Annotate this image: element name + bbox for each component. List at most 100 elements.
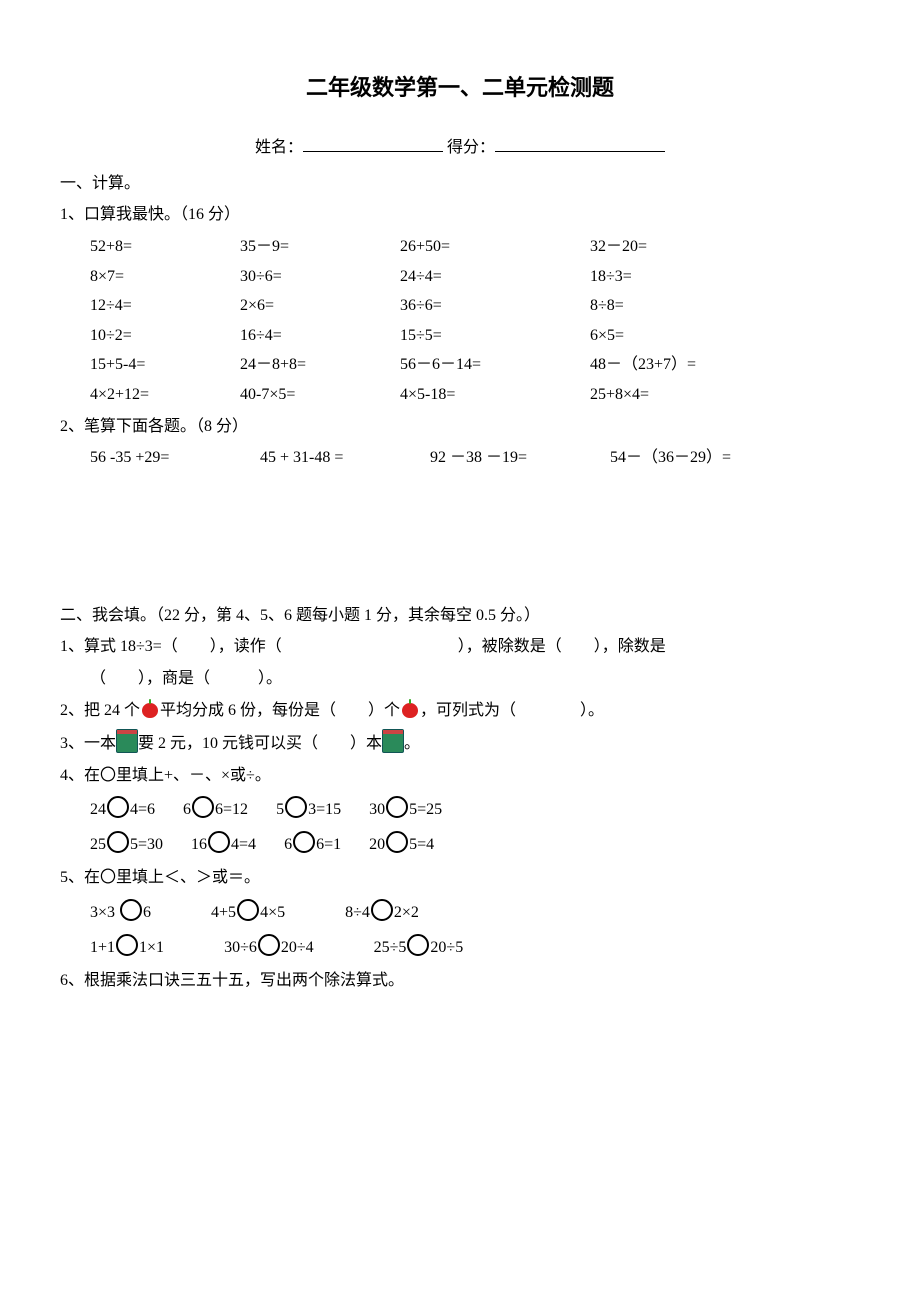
operand-left: 24	[90, 801, 106, 818]
circle-blank[interactable]	[258, 934, 280, 956]
notebook-icon	[382, 729, 404, 753]
calc-cell: 30÷6=	[240, 264, 400, 290]
s2-q2-b: 平均分成 6 份，每份是（ ）个	[160, 702, 400, 719]
score-blank[interactable]	[495, 135, 665, 152]
expr-left: 1+1	[90, 939, 115, 956]
operand-left: 5	[276, 801, 284, 818]
calc-row: 4×2+12=40-7×5=4×5-18=25+8×4=	[60, 382, 860, 408]
s2-q3-b: 要 2 元，10 元钱可以买（ ）本	[138, 735, 382, 752]
notebook-icon	[116, 729, 138, 753]
s2-q6: 6、根据乘法口诀三五十五，写出两个除法算式。	[60, 968, 860, 994]
calc-cell: 10÷2=	[90, 323, 240, 349]
expr-right: 20÷4	[281, 939, 314, 956]
circle-blank[interactable]	[237, 899, 259, 921]
circle-blank[interactable]	[107, 796, 129, 818]
calc-cell: 54－（36－29）=	[610, 445, 790, 471]
calc-cell: 25+8×4=	[590, 382, 770, 408]
calc-cell: 18÷3=	[590, 264, 770, 290]
s2-q2-a: 2、把 24 个	[60, 702, 140, 719]
circle-blank[interactable]	[386, 796, 408, 818]
circle-blank[interactable]	[116, 934, 138, 956]
s2-q2: 2、把 24 个 平均分成 6 份，每份是（ ）个 ，可列式为（ ）。	[60, 698, 860, 724]
calc-cell: 2×6=	[240, 293, 400, 319]
operator-item: 20 5=4	[369, 831, 434, 858]
compare-item: 4+54×5	[211, 899, 285, 926]
operator-item: 24 4=6	[90, 796, 155, 823]
calc-row: 52+8=35－9=26+50=32－20=	[60, 234, 860, 260]
calc-row: 56 -35 +29=45 + 31-48 =92 －38 －19=54－（36…	[60, 445, 860, 471]
score-label: 得分：	[447, 139, 495, 156]
s2-q1-line1: 1、算式 18÷3=（ ），读作（ ），被除数是（ ），除数是	[60, 634, 860, 660]
operand-left: 20	[369, 836, 385, 853]
circle-blank[interactable]	[407, 934, 429, 956]
expr-left: 3×3	[90, 904, 119, 921]
name-label: 姓名：	[255, 139, 303, 156]
calc-cell: 36÷6=	[400, 293, 590, 319]
expr-left: 25÷5	[374, 939, 407, 956]
calc-cell: 92 －38 －19=	[430, 445, 610, 471]
calc-row: 15+5-4=24－8+8=56－6－14=48－（23+7）=	[60, 352, 860, 378]
operand-right: 5=30	[130, 836, 163, 853]
operator-item: 25 5=30	[90, 831, 163, 858]
s2-q4-label: 4、在〇里填上+、－、×或÷。	[60, 763, 860, 789]
compare-item: 30÷6 20÷4	[224, 934, 314, 961]
s1-q1-label: 1、口算我最快。（16 分）	[60, 202, 860, 228]
circle-blank[interactable]	[293, 831, 315, 853]
s1-q2-label: 2、笔算下面各题。（8 分）	[60, 414, 860, 440]
section-2: 二、我会填。（22 分，第 4、5、6 题每小题 1 分，其余每空 0.5 分。…	[60, 603, 860, 994]
expr-left: 30÷6	[224, 939, 257, 956]
expr-left: 8÷4	[345, 904, 370, 921]
compare-row: 3×3 6 4+54×5 8÷4 2×2	[60, 899, 860, 926]
calc-cell: 56 -35 +29=	[90, 445, 260, 471]
operator-item: 53=15	[276, 796, 341, 823]
s2-q3-c: 。	[404, 735, 420, 752]
calc-cell: 24－8+8=	[240, 352, 400, 378]
calc-cell: 16÷4=	[240, 323, 400, 349]
operand-left: 16	[191, 836, 207, 853]
calc-cell: 8×7=	[90, 264, 240, 290]
circle-blank[interactable]	[120, 899, 142, 921]
compare-row: 1+11×1 30÷6 20÷4 25÷520÷5	[60, 934, 860, 961]
compare-item: 25÷520÷5	[374, 934, 464, 961]
operand-right: 5=25	[409, 801, 442, 818]
circle-blank[interactable]	[386, 831, 408, 853]
calc-cell: 24÷4=	[400, 264, 590, 290]
page-title: 二年级数学第一、二单元检测题	[60, 70, 860, 105]
expr-right: 6	[143, 904, 151, 921]
s2-q5-label: 5、在〇里填上＜、＞或＝。	[60, 865, 860, 891]
operator-row: 24 4=6 6 6=12 53=15 30 5=25	[60, 796, 860, 823]
circle-blank[interactable]	[192, 796, 214, 818]
operand-left: 6	[183, 801, 191, 818]
operator-item: 164=4	[191, 831, 256, 858]
operand-right: 6=1	[316, 836, 341, 853]
circle-blank[interactable]	[371, 899, 393, 921]
section-2-heading: 二、我会填。（22 分，第 4、5、6 题每小题 1 分，其余每空 0.5 分。…	[60, 603, 860, 629]
calc-cell: 15+5-4=	[90, 352, 240, 378]
s2-q3: 3、一本要 2 元，10 元钱可以买（ ）本。	[60, 729, 860, 757]
calc-cell: 56－6－14=	[400, 352, 590, 378]
calc-cell: 35－9=	[240, 234, 400, 260]
operand-left: 25	[90, 836, 106, 853]
calc-cell: 4×2+12=	[90, 382, 240, 408]
operator-row: 255=30164=466=1205=4	[60, 831, 860, 858]
calc-cell: 8÷8=	[590, 293, 770, 319]
operator-item: 6 6=12	[183, 796, 248, 823]
s2-q2-c: ，可列式为（ ）。	[420, 702, 604, 719]
operand-left: 30	[369, 801, 385, 818]
operand-right: 6=12	[215, 801, 248, 818]
compare-item: 1+11×1	[90, 934, 164, 961]
name-blank[interactable]	[303, 135, 443, 152]
info-line: 姓名： 得分：	[60, 135, 860, 161]
expr-right: 2×2	[394, 904, 419, 921]
operand-right: 5=4	[409, 836, 434, 853]
work-space	[60, 475, 860, 595]
operand-right: 4=6	[130, 801, 155, 818]
circle-blank[interactable]	[107, 831, 129, 853]
apple-icon	[400, 699, 420, 719]
calc-cell: 4×5-18=	[400, 382, 590, 408]
circle-blank[interactable]	[285, 796, 307, 818]
calc-cell: 48－（23+7）=	[590, 352, 770, 378]
calc-row: 10÷2=16÷4=15÷5=6×5=	[60, 323, 860, 349]
calc-cell: 32－20=	[590, 234, 770, 260]
circle-blank[interactable]	[208, 831, 230, 853]
